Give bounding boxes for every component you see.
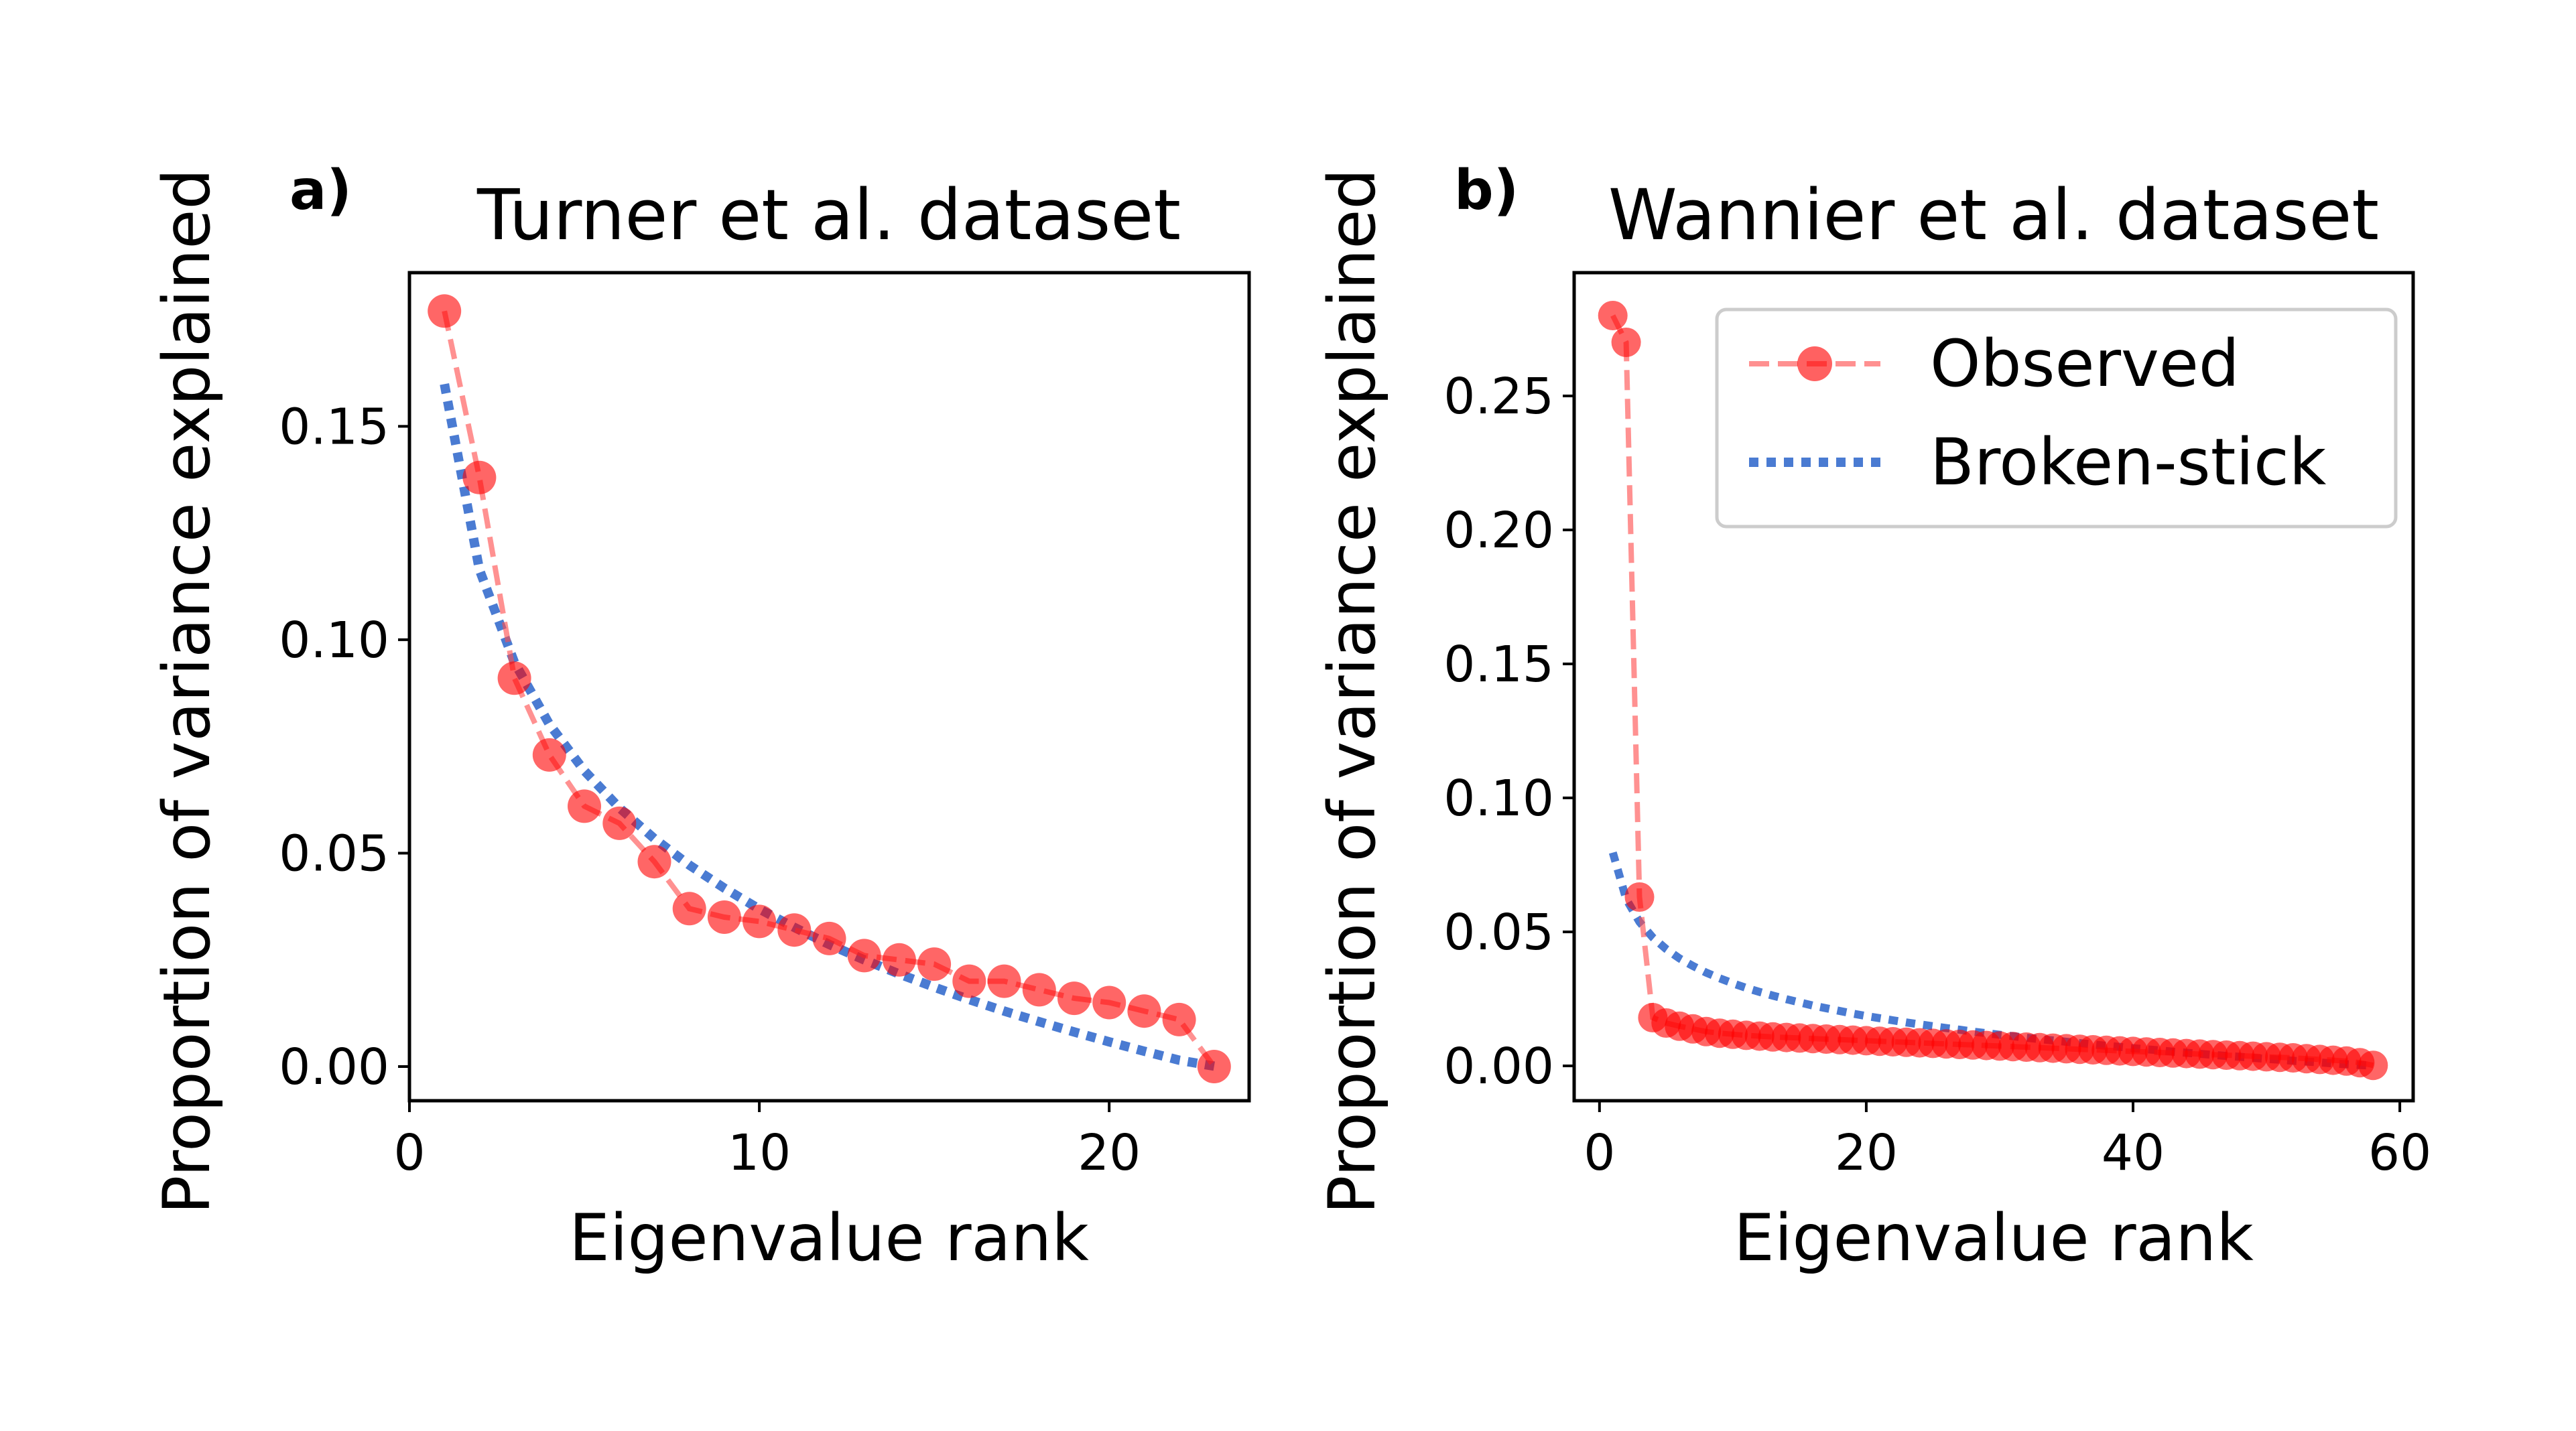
observed-point-20 — [1092, 985, 1126, 1020]
observed-point-58 — [2358, 1050, 2388, 1081]
panel-b-series — [1598, 301, 2388, 1081]
panel-b: b) Wannier et al. dataset Proportion of … — [1315, 159, 2431, 1276]
observed-point-9 — [707, 900, 741, 934]
observed-point-23 — [1197, 1050, 1231, 1083]
panel-a-series — [428, 294, 1231, 1083]
observed-point-12 — [812, 921, 846, 955]
panel-a-tag: a) — [289, 159, 352, 222]
y-tick-label-3: 0.15 — [279, 398, 389, 456]
observed-point-19 — [1057, 981, 1091, 1016]
x-tick-label-2: 20 — [1078, 1124, 1141, 1182]
observed-point-14 — [882, 943, 916, 977]
legend-box — [1715, 308, 2398, 529]
y-tick-label-1: 0.05 — [279, 825, 389, 882]
x-tick-label-1: 10 — [728, 1124, 791, 1182]
panel-b-tag: b) — [1454, 159, 1519, 222]
observed-point-22 — [1162, 1002, 1196, 1036]
observed-point-13 — [847, 939, 881, 973]
observed-point-17 — [987, 964, 1021, 998]
observed-point-5 — [568, 789, 601, 823]
observed-point-1 — [1598, 301, 1628, 330]
observed-point-7 — [637, 845, 671, 879]
panel-a-x-axis-label: Eigenvalue rank — [569, 1201, 1089, 1276]
observed-point-1 — [428, 294, 462, 328]
x-tick-label-2: 40 — [2102, 1124, 2165, 1182]
panel-a: a) Turner et al. dataset Proportion of v… — [149, 159, 1251, 1276]
y-tick-label-4: 0.20 — [1443, 502, 1554, 559]
observed-point-8 — [672, 892, 706, 926]
y-tick-label-5: 0.25 — [1443, 368, 1554, 425]
observed-point-4 — [532, 738, 566, 772]
observed-point-2 — [462, 460, 497, 494]
panel-b-x-axis-label: Eigenvalue rank — [1734, 1201, 2254, 1276]
y-tick-label-0: 0.00 — [1443, 1038, 1554, 1095]
observed-point-11 — [777, 913, 812, 947]
observed-point-6 — [602, 806, 637, 840]
panel-b-ticks: 0 20 40 60 0.00 0.05 0.10 0.15 0.20 0.25 — [1443, 368, 2431, 1182]
observed-point-3 — [497, 661, 531, 695]
x-tick-label-0: 0 — [393, 1124, 425, 1182]
observed-point-10 — [743, 904, 777, 939]
y-tick-label-3: 0.15 — [1443, 636, 1554, 693]
observed-point-3 — [1624, 882, 1655, 912]
y-tick-label-2: 0.10 — [279, 612, 389, 669]
panel-b-title: Wannier et al. dataset — [1608, 174, 2379, 256]
panel-b-y-axis-label: Proportion of variance explained — [1315, 169, 1390, 1215]
y-tick-label-2: 0.10 — [1443, 770, 1554, 827]
y-tick-label-0: 0.00 — [279, 1038, 389, 1096]
observed-point-16 — [952, 964, 986, 998]
panel-a-title: Turner et al. dataset — [476, 174, 1181, 256]
legend-broken-stick-label: Broken-stick — [1930, 425, 2327, 500]
panel-a-plot-frame — [407, 271, 1251, 1103]
y-tick-label-1: 0.05 — [1443, 904, 1554, 961]
observed-point-15 — [917, 947, 952, 981]
legend: Observed Broken-stick — [1715, 308, 2398, 529]
x-tick-label-1: 20 — [1835, 1124, 1898, 1182]
panel-b-plot-frame — [1572, 271, 2415, 1103]
legend-observed-label: Observed — [1930, 326, 2240, 401]
observed-point-21 — [1127, 994, 1161, 1028]
panel-a-y-axis-label: Proportion of variance explained — [149, 169, 224, 1215]
x-tick-label-3: 60 — [2368, 1124, 2431, 1182]
x-tick-label-0: 0 — [1584, 1124, 1615, 1182]
observed-point-18 — [1022, 973, 1056, 1007]
observed-point-2 — [1611, 328, 1641, 357]
legend-observed-marker — [1797, 346, 1832, 381]
panel-a-ticks: 0 10 20 0.00 0.05 0.10 0.15 — [279, 398, 1141, 1182]
